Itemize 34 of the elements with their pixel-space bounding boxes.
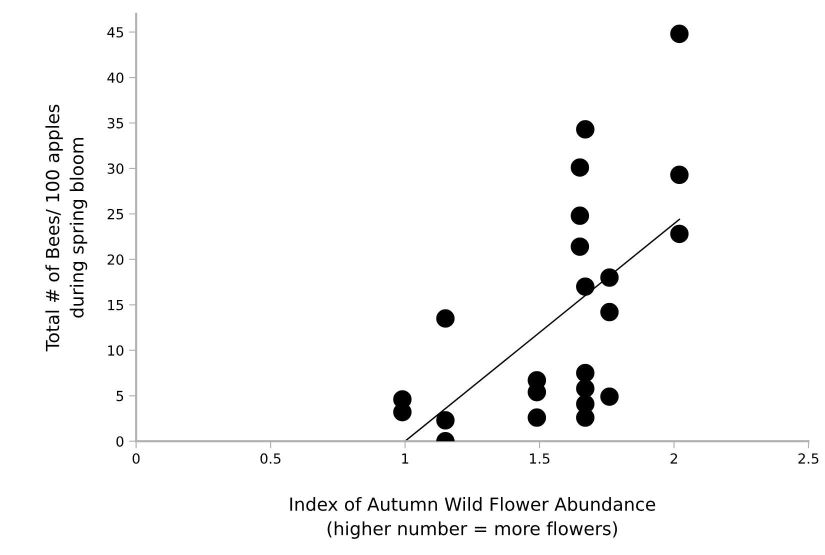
point (570, 237, 590, 256)
point (600, 268, 619, 287)
point (570, 158, 590, 177)
y-tick-label: 10 (108, 345, 124, 356)
x-tick-label: 0 (132, 453, 140, 464)
point (436, 411, 455, 430)
y-axis-title: Total # of Bees/ 100 apples during spring bloom (45, 104, 88, 352)
y-tick-label: 45 (107, 27, 124, 38)
point (600, 387, 619, 406)
x-tick-label: 1.5 (530, 453, 550, 464)
point (576, 379, 594, 398)
y-tick-label: 30 (108, 163, 124, 174)
point (570, 206, 590, 225)
point (528, 408, 546, 427)
point (670, 166, 689, 184)
y-tick-label: 25 (108, 208, 124, 220)
point (670, 224, 689, 244)
y-tick-label: 35 (108, 118, 124, 128)
y-tick-label: 20 (108, 254, 124, 265)
x-tick-label: 2 (670, 453, 678, 464)
point (576, 277, 594, 296)
point (600, 302, 619, 322)
point (576, 364, 594, 382)
point (576, 120, 594, 139)
x-tick-label: 1 (402, 453, 408, 464)
x-tick-label: 0.5 (260, 453, 280, 464)
point (436, 309, 455, 328)
x-tick-label: 2.5 (798, 453, 818, 464)
x-axis-title: Index of Autumn Wild Flower Abundance (higher number = more flowers) (290, 497, 656, 539)
point (670, 24, 689, 44)
y-tick-label: 5 (116, 390, 124, 402)
y-tick-label: 0 (116, 436, 124, 447)
y-tick-label: 40 (107, 72, 124, 83)
y-tick-label: 15 (108, 300, 124, 310)
